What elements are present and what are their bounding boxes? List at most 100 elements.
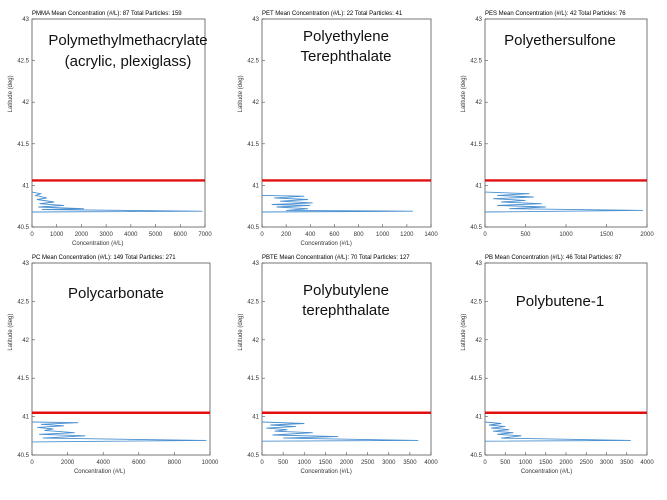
plot-frame: [484, 262, 648, 456]
panel-2: PET Mean Concentration (#/L): 22 Total P…: [238, 11, 438, 247]
polymer-name: terephthalate: [302, 302, 390, 319]
x-tick-label: 500: [500, 460, 511, 466]
series-line: [31, 421, 207, 443]
plot-frame: [261, 18, 432, 228]
x-tick-label: 2500: [361, 460, 375, 466]
y-tick-label: 42.5: [470, 59, 482, 65]
series-line: [484, 191, 644, 213]
x-tick-label: 0: [30, 460, 34, 466]
x-tick-label: 4000: [124, 232, 138, 238]
y-axis-label: Latitude (deg): [238, 314, 244, 351]
x-tick-label: 3500: [620, 460, 634, 466]
y-tick-label: 41.5: [470, 376, 482, 382]
y-tick-label: 41.5: [247, 376, 259, 382]
x-tick-label: 6000: [174, 232, 188, 238]
polymer-name: (acrylic, plexiglass): [65, 53, 192, 70]
x-tick-label: 5000: [149, 232, 163, 238]
y-tick-label: 40.5: [470, 225, 482, 231]
x-tick-label: 8000: [168, 460, 182, 466]
y-tick-label: 42.5: [470, 299, 482, 305]
y-tick-label: 43: [252, 261, 259, 267]
panel-title: PMMA Mean Concentration (#/L): 87 Total …: [32, 11, 182, 17]
y-tick-label: 43: [475, 17, 482, 23]
panel-1: PMMA Mean Concentration (#/L): 87 Total …: [8, 11, 212, 247]
y-tick-label: 40.5: [247, 225, 259, 231]
x-axis-label: Concentration (#/L): [301, 469, 352, 475]
x-tick-label: 1000: [559, 232, 573, 238]
y-axis-label: Latitude (deg): [238, 75, 244, 112]
x-tick-label: 0: [260, 460, 264, 466]
y-tick-label: 40.5: [17, 225, 29, 231]
y-tick-label: 41.5: [470, 142, 482, 148]
y-tick-label: 41.5: [17, 142, 29, 148]
plot-frame: [31, 262, 211, 456]
y-tick-label: 42.5: [17, 59, 29, 65]
panel-3: PES Mean Concentration (#/L): 42 Total P…: [461, 11, 654, 238]
x-tick-label: 3000: [382, 460, 396, 466]
series-line: [484, 421, 631, 442]
y-tick-label: 41: [475, 183, 482, 189]
x-tick-label: 1500: [539, 460, 553, 466]
x-tick-label: 500: [520, 232, 531, 238]
x-tick-label: 1000: [376, 232, 390, 238]
x-tick-label: 2000: [61, 460, 75, 466]
y-axis-label: Latitude (deg): [8, 75, 14, 112]
x-axis-label: Concentration (#/L): [301, 241, 352, 247]
y-tick-label: 41.5: [247, 142, 259, 148]
y-tick-label: 42: [475, 338, 482, 344]
panel-5: PBTE Mean Concentration (#/L): 70 Total …: [238, 255, 438, 475]
x-tick-label: 0: [483, 460, 487, 466]
y-tick-label: 40.5: [470, 453, 482, 459]
x-tick-label: 2500: [580, 460, 594, 466]
y-tick-label: 43: [252, 17, 259, 23]
y-tick-label: 42: [22, 100, 29, 106]
panel-title: PET Mean Concentration (#/L): 22 Total P…: [262, 11, 403, 17]
x-tick-label: 3500: [403, 460, 417, 466]
x-tick-label: 500: [278, 460, 289, 466]
y-tick-label: 42: [475, 100, 482, 106]
x-tick-label: 4000: [640, 460, 654, 466]
y-axis-label: Latitude (deg): [8, 314, 14, 351]
x-tick-label: 10000: [202, 460, 219, 466]
x-tick-label: 4000: [424, 460, 438, 466]
series-line: [261, 194, 413, 213]
y-tick-label: 42.5: [247, 59, 259, 65]
panel-4: PC Mean Concentration (#/L): 149 Total P…: [8, 255, 219, 475]
polymer-name: Polybutylene: [303, 282, 389, 299]
x-tick-label: 0: [483, 232, 487, 238]
polymer-name: Polyethersulfone: [504, 32, 616, 49]
x-tick-label: 1500: [319, 460, 333, 466]
panel-6: PB Mean Concentration (#/L): 46 Total Pa…: [461, 255, 654, 475]
y-tick-label: 42.5: [247, 299, 259, 305]
y-tick-label: 42: [252, 100, 259, 106]
x-tick-label: 1000: [519, 460, 533, 466]
y-tick-label: 41: [252, 415, 259, 421]
y-tick-label: 42: [22, 338, 29, 344]
y-tick-label: 41: [22, 183, 29, 189]
x-tick-label: 200: [281, 232, 292, 238]
panel-title: PES Mean Concentration (#/L): 42 Total P…: [485, 11, 626, 17]
x-tick-label: 2000: [559, 460, 573, 466]
y-tick-label: 42.5: [17, 299, 29, 305]
panel-title: PBTE Mean Concentration (#/L): 70 Total …: [262, 255, 410, 261]
x-tick-label: 6000: [132, 460, 146, 466]
y-axis-label: Latitude (deg): [461, 75, 467, 112]
y-tick-label: 40.5: [17, 453, 29, 459]
x-tick-label: 1200: [400, 232, 414, 238]
y-tick-label: 41: [475, 415, 482, 421]
x-tick-label: 7000: [198, 232, 212, 238]
y-tick-label: 41: [252, 183, 259, 189]
x-tick-label: 4000: [97, 460, 111, 466]
x-tick-label: 3000: [99, 232, 113, 238]
polymer-name: Polyethylene: [303, 28, 389, 45]
x-tick-label: 1500: [600, 232, 614, 238]
polymer-name: Polymethylmethacrylate: [48, 32, 207, 49]
x-tick-label: 1000: [50, 232, 64, 238]
series-line: [31, 191, 203, 213]
x-axis-label: Concentration (#/L): [72, 241, 123, 247]
x-tick-label: 1000: [298, 460, 312, 466]
y-tick-label: 41: [22, 415, 29, 421]
y-tick-label: 43: [22, 17, 29, 23]
x-axis-label: Concentration (#/L): [74, 469, 125, 475]
